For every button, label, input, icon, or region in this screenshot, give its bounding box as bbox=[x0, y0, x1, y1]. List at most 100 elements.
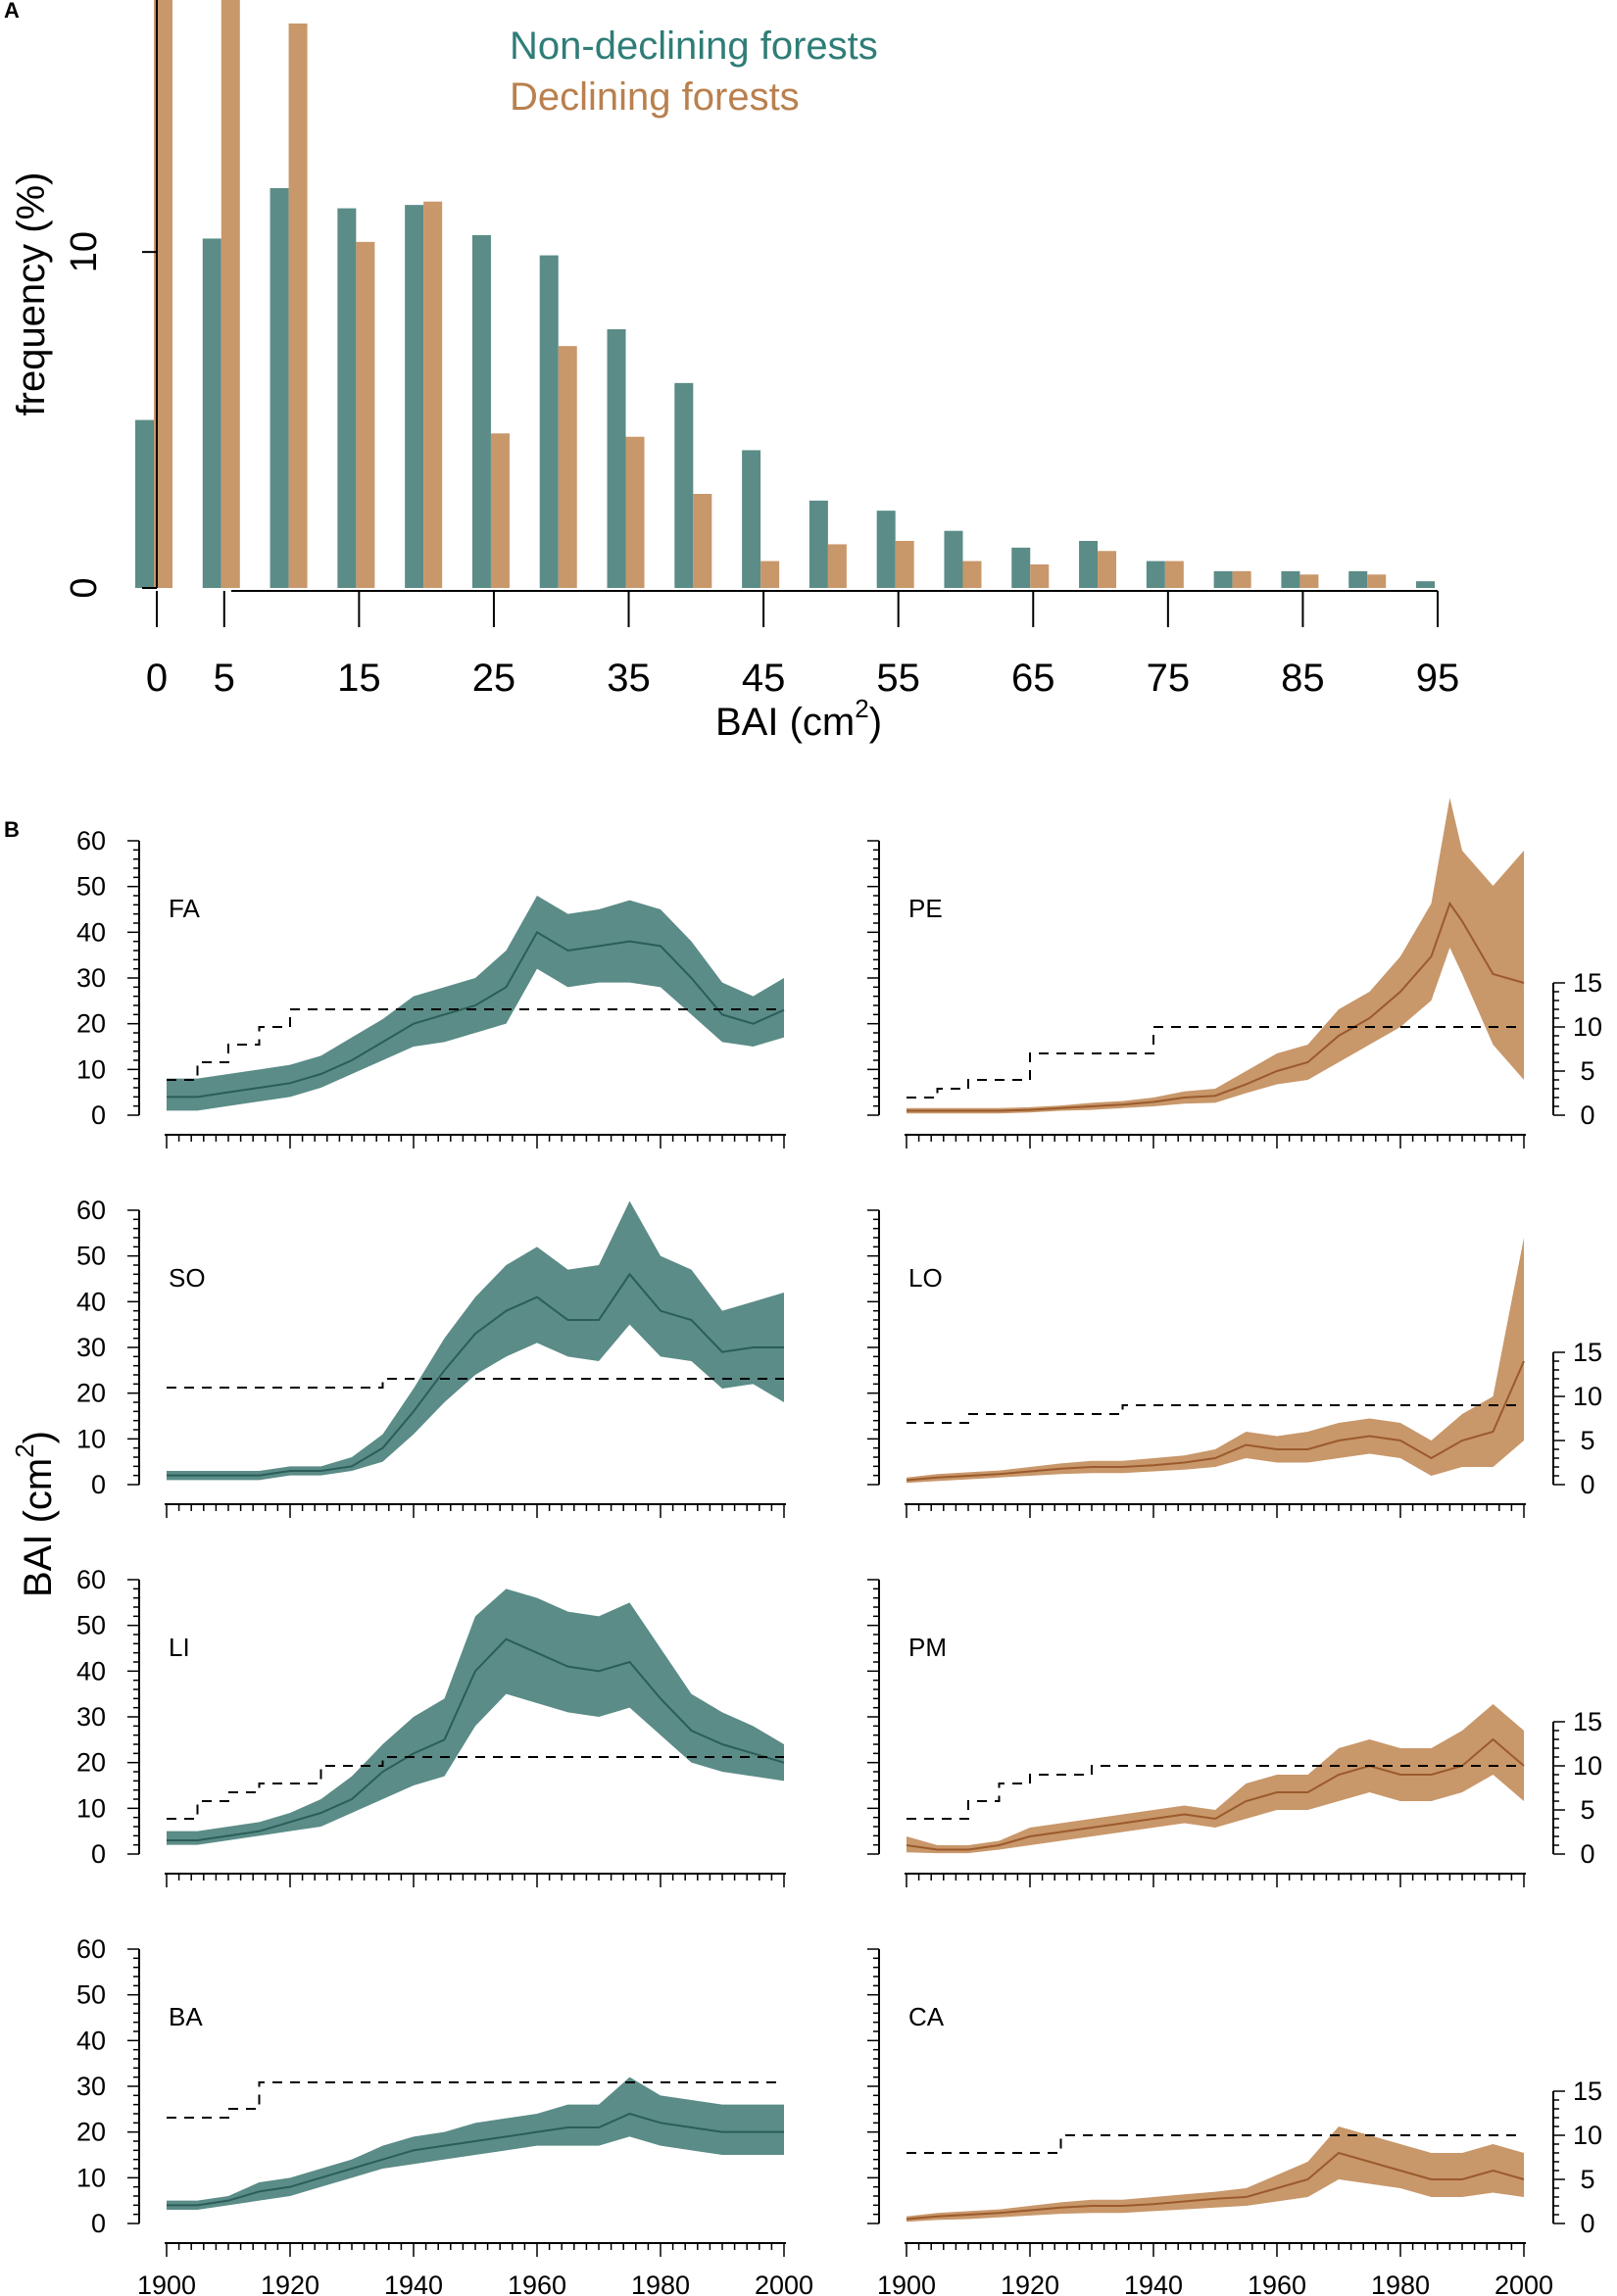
left-ytick-label: 40 bbox=[76, 2026, 106, 2055]
b-ylabel-main: BAI (cm bbox=[17, 1458, 60, 1597]
bar-nondeclining bbox=[270, 188, 289, 588]
a-ytick-label: 0 bbox=[64, 577, 105, 598]
right-ytick-label: 5 bbox=[1580, 1795, 1594, 1825]
left-ytick-label: 20 bbox=[76, 2118, 106, 2147]
panel-label-b: B bbox=[4, 817, 20, 842]
right-ytick-label: 5 bbox=[1580, 1426, 1594, 1455]
bar-nondeclining bbox=[607, 329, 626, 588]
bar-nondeclining bbox=[1416, 581, 1435, 588]
panel-label-lo: LO bbox=[908, 1263, 943, 1293]
left-ytick-label: 0 bbox=[91, 1100, 106, 1130]
a-ytick-label: 10 bbox=[64, 231, 105, 272]
ci-band-fa bbox=[167, 896, 784, 1111]
ci-band-li bbox=[167, 1588, 784, 1845]
left-ytick-label: 60 bbox=[76, 1934, 106, 1964]
bar-nondeclining bbox=[1011, 547, 1031, 588]
bar-nondeclining bbox=[1146, 561, 1165, 588]
panel-label-a: A bbox=[4, 0, 20, 23]
bar-declining bbox=[1232, 570, 1251, 588]
a-axes: 0 10 0 5 15 25 35 45 55 65 75 85 95 bbox=[64, 0, 1459, 700]
a-xlabel: BAI (cm2) bbox=[715, 694, 882, 744]
panel-label-pe: PE bbox=[908, 894, 943, 923]
right-ytick-label: 0 bbox=[1580, 2209, 1594, 2238]
left-ytick-label: 0 bbox=[91, 2209, 106, 2238]
bar-nondeclining bbox=[337, 208, 357, 589]
b-ylabel-end: ) bbox=[17, 1431, 60, 1443]
panel-label-ca: CA bbox=[908, 2002, 945, 2031]
panel-ba: BA 1900 1920 1940 1960 1980 2000 0 10 20 30 40 50 60 bbox=[76, 1934, 813, 2296]
right-ytick-label: 0 bbox=[1580, 1839, 1594, 1869]
bar-nondeclining bbox=[135, 419, 154, 588]
bar-nondeclining bbox=[202, 238, 221, 588]
b-panels: FA0102030405060PE051015SO0102030405060LO… bbox=[76, 798, 1602, 2296]
left-ytick-label: 60 bbox=[76, 1196, 106, 1225]
mean-line-lo bbox=[906, 1360, 1525, 1482]
panel-label-pm: PM bbox=[908, 1633, 947, 1662]
bar-nondeclining bbox=[405, 205, 424, 588]
left-ytick-label: 40 bbox=[76, 917, 106, 947]
a-xtick-label: 15 bbox=[337, 657, 381, 700]
x-tick-label: 1920 bbox=[1001, 2271, 1059, 2296]
ci-band-pe bbox=[906, 798, 1524, 1114]
a-xtick-label: 75 bbox=[1147, 657, 1191, 700]
a-xlabel-main: BAI (cm bbox=[715, 701, 855, 744]
a-xtick-label: 5 bbox=[214, 657, 235, 700]
x-tick-label: 1980 bbox=[631, 2271, 690, 2296]
mean-line-fa bbox=[167, 930, 785, 1099]
bar-nondeclining bbox=[471, 235, 491, 588]
ci-band-ba bbox=[167, 2076, 784, 2210]
sample-depth-ca bbox=[906, 2134, 1524, 2154]
bar-declining bbox=[1098, 551, 1117, 588]
a-xtick-label: 0 bbox=[146, 657, 168, 700]
bar-nondeclining bbox=[539, 255, 559, 588]
legend-nondeclining: Non-declining forests bbox=[510, 24, 878, 68]
sample-depth-pm bbox=[906, 1765, 1524, 1820]
bar-declining bbox=[1299, 574, 1319, 588]
bar-nondeclining bbox=[808, 500, 828, 588]
bar-declining bbox=[760, 561, 780, 588]
right-ytick-label: 10 bbox=[1573, 2121, 1602, 2150]
x-tick-label: 2000 bbox=[1494, 2271, 1553, 2296]
bar-declining bbox=[1367, 574, 1387, 588]
a-xlabel-sup: 2 bbox=[855, 694, 868, 723]
right-ytick-label: 0 bbox=[1580, 1100, 1594, 1130]
panel-so: SO 0 10 20 30 40 50 60 bbox=[76, 1196, 786, 1518]
panel-ca: CA 1900 1920 1940 1960 1980 2000 0 5 10 15 bbox=[867, 1948, 1602, 2296]
left-ytick-label: 20 bbox=[76, 1009, 106, 1039]
sample-depth-so bbox=[167, 1378, 784, 1389]
sample-depth-fa bbox=[167, 1008, 784, 1081]
right-ytick-label: 0 bbox=[1580, 1470, 1594, 1499]
a-xtick-label: 45 bbox=[742, 657, 786, 700]
left-ytick-label: 50 bbox=[76, 1242, 106, 1271]
mean-line-so bbox=[167, 1272, 784, 1477]
bar-declining bbox=[827, 544, 847, 588]
bar-declining bbox=[423, 201, 443, 588]
b-ylabel-sup: 2 bbox=[10, 1443, 39, 1457]
right-ytick-label: 5 bbox=[1580, 1056, 1594, 1086]
a-xtick-label: 25 bbox=[472, 657, 516, 700]
x-tick-label: 1960 bbox=[1248, 2271, 1306, 2296]
chart-a-histogram: A 0 10 0 5 15 25 35 45 55 65 75 85 95 Non-declining … bbox=[4, 0, 1459, 744]
panel-li: LI 0 10 20 30 40 50 60 bbox=[76, 1565, 786, 1887]
bar-nondeclining bbox=[1079, 541, 1099, 588]
x-tick-label: 1940 bbox=[384, 2271, 443, 2296]
left-ytick-label: 30 bbox=[76, 2072, 106, 2101]
panel-label-ba: BA bbox=[169, 2002, 203, 2031]
x-tick-label: 1920 bbox=[261, 2271, 319, 2296]
bar-declining bbox=[962, 561, 982, 588]
a-xtick-label: 35 bbox=[607, 657, 651, 700]
panel-pm: PM 0 5 10 15 bbox=[867, 1579, 1602, 1887]
sample-depth-lo bbox=[906, 1404, 1524, 1424]
mean-line-li bbox=[167, 1637, 785, 1841]
left-ytick-label: 30 bbox=[76, 1702, 106, 1732]
x-tick-label: 1900 bbox=[877, 2271, 936, 2296]
a-bars bbox=[135, 0, 1435, 589]
bar-nondeclining bbox=[1281, 570, 1300, 588]
x-tick-label: 1980 bbox=[1371, 2271, 1430, 2296]
panel-lo: LO 0 5 10 15 bbox=[867, 1209, 1602, 1518]
a-ylabel: frequency (%) bbox=[10, 172, 53, 416]
left-ytick-label: 50 bbox=[76, 872, 106, 902]
sample-depth-pe bbox=[906, 1026, 1524, 1099]
right-ytick-label: 15 bbox=[1573, 1338, 1602, 1367]
